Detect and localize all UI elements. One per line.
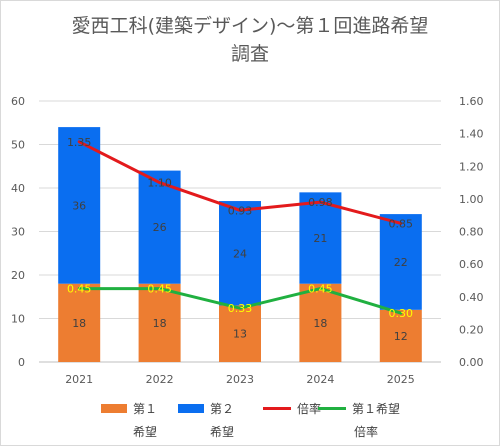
bar-first-choice <box>219 305 261 362</box>
bar-second-choice <box>219 201 261 306</box>
bar-data-label: 18 <box>313 317 327 330</box>
bar-data-label: 18 <box>153 317 167 330</box>
right-axis-tick-label: 0.40 <box>459 291 484 304</box>
ratio-data-label: 0.93 <box>228 204 253 217</box>
bar-data-label: 18 <box>72 317 86 330</box>
ratio-data-label: 0.85 <box>389 217 414 230</box>
bar-first-choice <box>299 283 342 362</box>
first-choice-ratio-data-label: 0.45 <box>147 283 172 296</box>
bar-second-choice <box>379 214 422 310</box>
first-choice-ratio-data-label: 0.45 <box>67 283 92 296</box>
right-axis-tick-label: 1.00 <box>459 193 484 206</box>
bar-data-label: 13 <box>233 328 247 341</box>
first-choice-ratio-data-label: 0.45 <box>308 283 333 296</box>
bar-first-choice <box>379 309 422 362</box>
legend-label: 倍率 <box>354 424 378 439</box>
bar-second-choice <box>299 192 342 284</box>
left-axis-tick-label: 30 <box>11 226 25 239</box>
left-axis-tick-label: 40 <box>11 182 25 195</box>
bar-second-choice <box>138 170 181 284</box>
bar-data-label: 26 <box>153 221 167 234</box>
bar-first-choice <box>58 283 101 362</box>
right-axis-tick-label: 1.40 <box>459 128 484 141</box>
chart-title-line1: 愛西工科(建築デザイン)～第１回進路希望 <box>71 15 429 37</box>
chart-title-line2: 調査 <box>230 43 269 65</box>
bar-second-choice <box>58 127 101 284</box>
legend-swatch <box>178 404 204 413</box>
legend-label: 希望 <box>210 424 234 439</box>
ratio-data-label: 1.35 <box>67 136 92 149</box>
left-axis-tick-label: 20 <box>11 269 25 282</box>
legend-label: 第１ <box>133 402 157 416</box>
ratio-line <box>77 140 403 225</box>
ratio-data-label: 1.10 <box>147 177 172 190</box>
bar-data-label: 12 <box>394 330 408 343</box>
bar-first-choice <box>138 283 181 362</box>
ratio-data-label: 0.98 <box>308 196 333 209</box>
bar-data-label: 21 <box>313 232 327 245</box>
legend-label: 希望 <box>133 424 157 439</box>
bar-data-label: 36 <box>72 199 86 212</box>
legend-swatch <box>101 404 127 413</box>
x-axis-tick-label: 2022 <box>146 373 174 386</box>
right-axis-tick-label: 0.60 <box>459 258 484 271</box>
left-axis-tick-label: 60 <box>11 95 25 108</box>
left-axis-tick-label: 0 <box>18 356 25 369</box>
first-choice-ratio-data-label: 0.33 <box>228 302 253 315</box>
first-choice-ratio-line <box>77 287 403 315</box>
first-choice-ratio-data-label: 0.30 <box>389 307 414 320</box>
right-axis-tick-label: 0.00 <box>459 356 484 369</box>
x-axis-tick-label: 2023 <box>226 373 254 386</box>
right-axis-tick-label: 1.20 <box>459 160 484 173</box>
x-axis-tick-label: 2025 <box>387 373 415 386</box>
bar-data-label: 22 <box>394 256 408 269</box>
legend-label: 第２ <box>210 402 234 416</box>
legend-label: 第１希望 <box>352 401 400 416</box>
x-axis-tick-label: 2024 <box>306 373 334 386</box>
left-axis-tick-label: 10 <box>11 313 25 326</box>
right-axis-tick-label: 1.60 <box>459 95 484 108</box>
legend-label: 倍率 <box>297 401 321 416</box>
right-axis-tick-label: 0.80 <box>459 226 484 239</box>
right-axis-tick-label: 0.20 <box>459 323 484 336</box>
bar-data-label: 24 <box>233 247 247 260</box>
x-axis-tick-label: 2021 <box>65 373 93 386</box>
left-axis-tick-label: 50 <box>11 139 25 152</box>
